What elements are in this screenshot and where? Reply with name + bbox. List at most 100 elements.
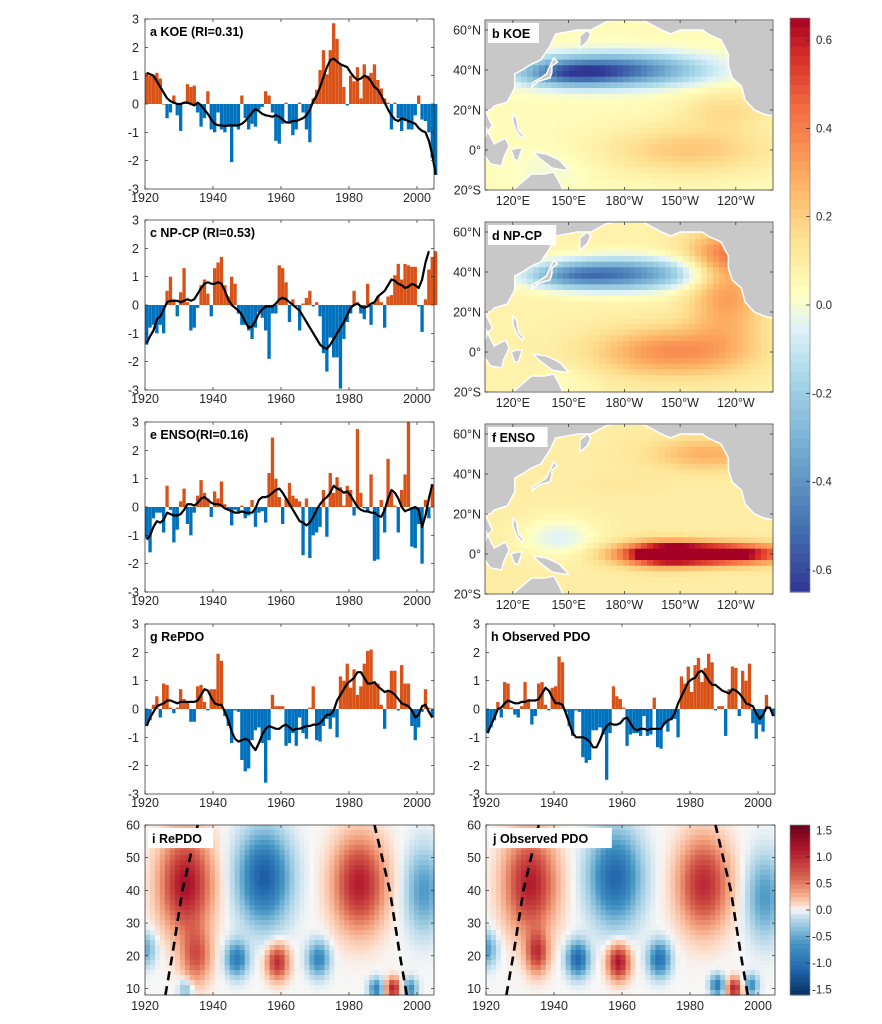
field-cell bbox=[683, 324, 690, 331]
field-cell bbox=[569, 492, 576, 499]
field-cell bbox=[521, 88, 528, 95]
field-cell bbox=[521, 318, 528, 325]
field-cell bbox=[707, 497, 714, 504]
field-cell bbox=[575, 184, 582, 190]
field-cell bbox=[491, 520, 498, 527]
field-cell bbox=[617, 127, 624, 134]
field-cell bbox=[575, 278, 582, 285]
field-cell bbox=[689, 122, 696, 129]
field-cell bbox=[563, 577, 570, 584]
field-cell bbox=[647, 352, 654, 359]
field-cell bbox=[611, 65, 618, 72]
field-cell bbox=[713, 122, 720, 129]
bar bbox=[379, 302, 383, 305]
field-cell bbox=[731, 520, 738, 527]
bar bbox=[240, 709, 244, 760]
field-cell bbox=[743, 543, 750, 550]
bar bbox=[362, 64, 366, 104]
field-cell bbox=[713, 99, 720, 106]
field-cell bbox=[641, 284, 648, 291]
field-cell bbox=[599, 526, 606, 533]
field-cell bbox=[515, 380, 522, 387]
field-cell bbox=[647, 256, 654, 263]
field-cell bbox=[605, 526, 612, 533]
field-cell bbox=[587, 441, 594, 448]
field-cell bbox=[599, 335, 606, 342]
field-cell bbox=[635, 307, 642, 314]
field-cell bbox=[617, 76, 624, 83]
y-tick-label: 20°N bbox=[453, 104, 481, 118]
field-cell bbox=[683, 82, 690, 89]
field-cell bbox=[683, 99, 690, 106]
field-cell bbox=[701, 76, 708, 83]
field-cell bbox=[617, 312, 624, 319]
field-cell bbox=[593, 156, 600, 163]
field-cell bbox=[533, 548, 540, 555]
field-cell bbox=[635, 48, 642, 55]
bar bbox=[506, 683, 510, 709]
field-cell bbox=[491, 531, 498, 538]
field-cell bbox=[527, 71, 534, 78]
field-cell bbox=[665, 156, 672, 163]
field-cell bbox=[629, 531, 636, 538]
field-cell bbox=[605, 497, 612, 504]
field-cell bbox=[539, 261, 546, 268]
field-cell bbox=[683, 554, 690, 561]
field-cell bbox=[683, 526, 690, 533]
field-cell bbox=[749, 116, 756, 123]
field-cell bbox=[533, 526, 540, 533]
field-cell bbox=[527, 312, 534, 319]
field-cell bbox=[587, 312, 594, 319]
field-cell bbox=[707, 110, 714, 117]
field-cell bbox=[497, 173, 504, 180]
field-cell bbox=[641, 227, 648, 234]
field-cell bbox=[695, 571, 702, 578]
field-cell bbox=[683, 503, 690, 510]
field-cell bbox=[515, 480, 522, 487]
field-cell bbox=[665, 110, 672, 117]
field-cell bbox=[725, 278, 732, 285]
field-cell bbox=[587, 492, 594, 499]
field-cell bbox=[569, 346, 576, 353]
field-cell bbox=[701, 301, 708, 308]
field-cell bbox=[731, 380, 738, 387]
field-cell bbox=[521, 105, 528, 112]
field-cell bbox=[647, 144, 654, 151]
field-cell bbox=[629, 588, 636, 594]
field-cell bbox=[581, 346, 588, 353]
field-cell bbox=[617, 284, 624, 291]
field-cell bbox=[689, 582, 696, 589]
field-cell bbox=[665, 582, 672, 589]
field-cell bbox=[761, 144, 768, 151]
field-cell bbox=[725, 469, 732, 476]
field-cell bbox=[623, 161, 630, 168]
field-cell bbox=[713, 363, 720, 370]
field-cell bbox=[653, 54, 660, 61]
field-cell bbox=[695, 88, 702, 95]
field-cell bbox=[623, 380, 630, 387]
field-cell bbox=[569, 582, 576, 589]
field-cell bbox=[557, 435, 564, 442]
field-cell bbox=[587, 127, 594, 134]
field-cell bbox=[677, 571, 684, 578]
field-cell bbox=[611, 537, 618, 544]
field-cell bbox=[581, 261, 588, 268]
field-cell bbox=[551, 324, 558, 331]
field-cell bbox=[749, 352, 756, 359]
field-cell bbox=[677, 65, 684, 72]
x-tick-label: 120°W bbox=[717, 396, 755, 410]
field-cell bbox=[533, 144, 540, 151]
field-cell bbox=[737, 173, 744, 180]
field-cell bbox=[617, 233, 624, 240]
field-cell bbox=[653, 25, 660, 32]
field-cell bbox=[683, 161, 690, 168]
field-cell bbox=[557, 543, 564, 550]
field-cell bbox=[611, 452, 618, 459]
field-cell bbox=[593, 301, 600, 308]
field-cell bbox=[527, 514, 534, 521]
bar bbox=[734, 667, 738, 709]
field-cell bbox=[539, 463, 546, 470]
field-cell bbox=[755, 312, 762, 319]
field-cell bbox=[659, 161, 666, 168]
field-cell bbox=[755, 167, 762, 174]
